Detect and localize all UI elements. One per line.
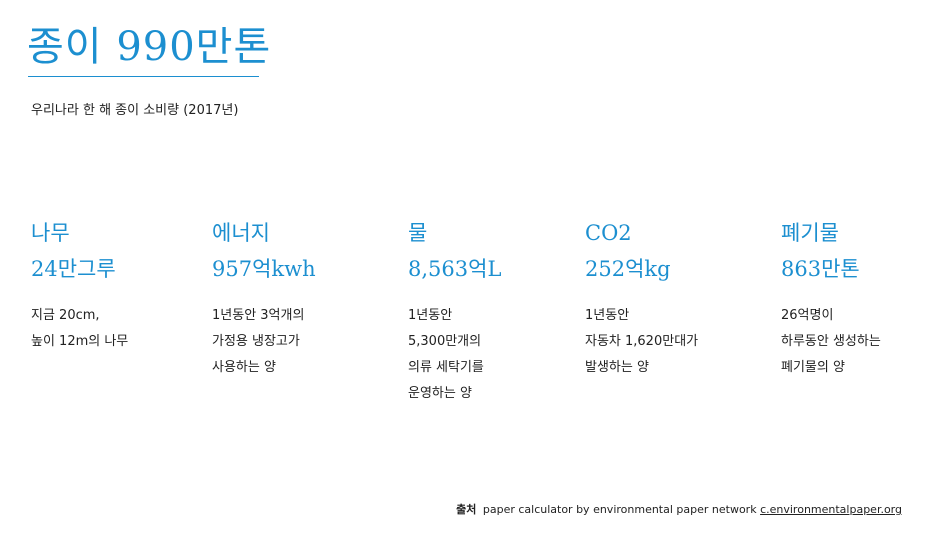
- stat-description: 지금 20cm, 높이 12m의 나무: [31, 303, 201, 355]
- source-credit: 출처 paper calculator by environmental pap…: [456, 501, 902, 517]
- stat-water: 물 8,563억L 1년동안 5,300만개의 의류 세탁기를 운영하는 양: [408, 215, 578, 407]
- stat-description-line: 높이 12m의 나무: [31, 334, 129, 349]
- stat-description-line: 하루동안 생성하는: [781, 334, 881, 349]
- stat-description: 1년동안 자동차 1,620만대가 발생하는 양: [585, 303, 755, 381]
- stat-description: 26억명이 하루동안 생성하는 폐기물의 양: [781, 303, 933, 381]
- stat-description-line: 5,300만개의: [408, 334, 482, 349]
- stat-description: 1년동안 5,300만개의 의류 세탁기를 운영하는 양: [408, 303, 578, 407]
- source-link[interactable]: c.environmentalpaper.org: [760, 503, 902, 516]
- source-text: paper calculator by environmental paper …: [482, 503, 757, 516]
- stat-value: 24만그루: [31, 257, 116, 281]
- stat-description-line: 가정용 냉장고가: [212, 334, 300, 349]
- stat-description-line: 사용하는 양: [212, 360, 276, 375]
- stat-label: 폐기물: [781, 221, 839, 245]
- stat-value: 863만톤: [781, 257, 860, 281]
- stat-description-line: 1년동안: [408, 308, 453, 323]
- stat-description-line: 26억명이: [781, 308, 834, 323]
- source-label: 출처: [456, 503, 477, 516]
- stat-description-line: 1년동안: [585, 308, 630, 323]
- stat-description-line: 지금 20cm,: [31, 308, 100, 323]
- stat-tree: 나무 24만그루 지금 20cm, 높이 12m의 나무: [31, 215, 201, 355]
- stat-description-line: 의류 세탁기를: [408, 360, 484, 375]
- title-underline: [28, 76, 259, 77]
- stat-co2: CO2 252억kg 1년동안 자동차 1,620만대가 발생하는 양: [585, 215, 755, 381]
- stat-label: 나무: [31, 221, 70, 245]
- page-subtitle: 우리나라 한 해 종이 소비량 (2017년): [31, 103, 239, 118]
- stat-label: 물: [408, 221, 428, 245]
- page-title: 종이 990만톤: [27, 24, 272, 70]
- stat-value: 252억kg: [585, 257, 671, 281]
- stat-description-line: 1년동안 3억개의: [212, 308, 305, 323]
- stat-description-line: 발생하는 양: [585, 360, 649, 375]
- stat-label: 에너지: [212, 221, 270, 245]
- stat-waste: 폐기물 863만톤 26억명이 하루동안 생성하는 폐기물의 양: [781, 215, 933, 381]
- stat-description: 1년동안 3억개의 가정용 냉장고가 사용하는 양: [212, 303, 382, 381]
- stat-value: 957억kwh: [212, 257, 316, 281]
- stat-value: 8,563억L: [408, 257, 502, 281]
- stat-description-line: 자동차 1,620만대가: [585, 334, 699, 349]
- stat-label: CO2: [585, 221, 632, 245]
- stat-description-line: 운영하는 양: [408, 386, 472, 401]
- stat-description-line: 폐기물의 양: [781, 360, 845, 375]
- stat-energy: 에너지 957억kwh 1년동안 3억개의 가정용 냉장고가 사용하는 양: [212, 215, 382, 381]
